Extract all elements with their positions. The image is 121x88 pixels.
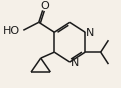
Text: N: N (70, 58, 79, 68)
Text: O: O (40, 1, 49, 11)
Text: N: N (86, 28, 94, 38)
Text: HO: HO (3, 26, 20, 36)
